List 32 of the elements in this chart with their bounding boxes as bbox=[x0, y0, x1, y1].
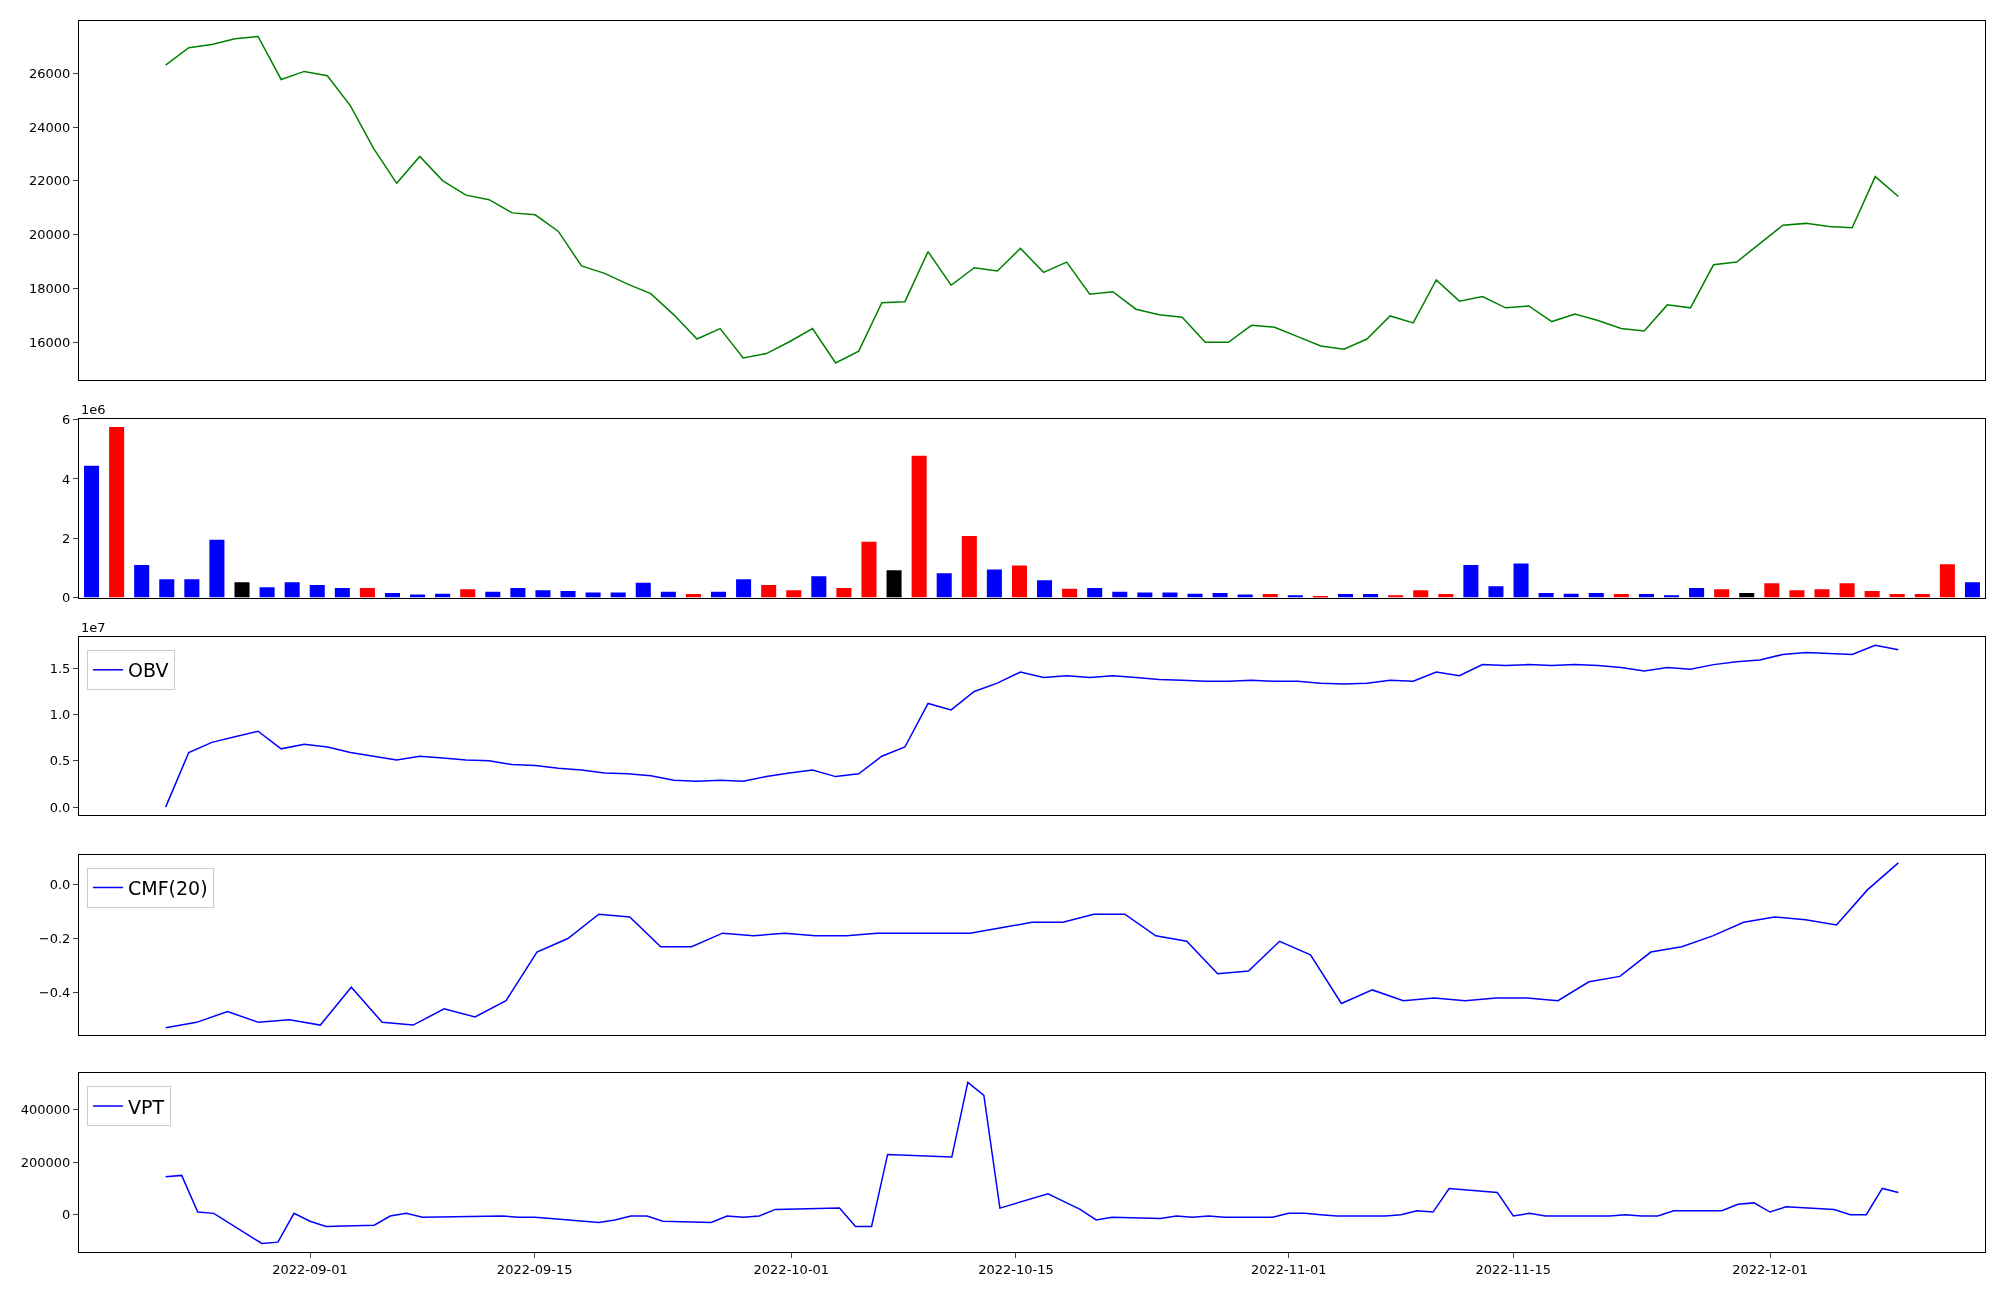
y-tick-label: 0.5 bbox=[49, 753, 71, 769]
x-tick-label: 2022-09-01 bbox=[272, 1262, 348, 1278]
y-tick-label: 1.5 bbox=[49, 660, 71, 676]
y-tick-label: 26000 bbox=[29, 65, 71, 81]
text: 1e7 bbox=[81, 620, 106, 635]
y-tick-label: 24000 bbox=[29, 119, 71, 135]
y-tick-label: 0 bbox=[62, 1207, 71, 1223]
y-tick-label: 400000 bbox=[20, 1102, 71, 1118]
x-tick-label: 2022-11-15 bbox=[1475, 1262, 1552, 1278]
x-tick-label: 2022-10-01 bbox=[753, 1262, 830, 1278]
y-tick-label: 1.0 bbox=[49, 707, 71, 723]
y-tick-label: 4 bbox=[62, 471, 71, 487]
y-tick-label: 0 bbox=[62, 590, 71, 606]
x-tick-label: 2022-09-15 bbox=[496, 1262, 573, 1278]
y-tick-label: 20000 bbox=[29, 227, 71, 243]
y-tick-label: 200000 bbox=[20, 1154, 71, 1170]
y-tick-label: 0.0 bbox=[49, 877, 71, 893]
y-tick-label: 2 bbox=[62, 530, 71, 546]
y-tick-label: −0.2 bbox=[38, 931, 71, 947]
legend-label: OBV bbox=[128, 659, 169, 682]
y-tick-label: 6 bbox=[62, 412, 71, 428]
text: 1e6 bbox=[81, 402, 106, 417]
x-tick-label: 2022-11-01 bbox=[1250, 1262, 1327, 1278]
x-tick-label: 2022-12-01 bbox=[1732, 1262, 1808, 1278]
y-tick-label: 18000 bbox=[29, 281, 71, 297]
legend-label: VPT bbox=[128, 1095, 165, 1118]
y-tick-label: 0.0 bbox=[49, 799, 71, 815]
y-tick-label: 16000 bbox=[29, 334, 71, 350]
legend-label: CMF(20) bbox=[128, 876, 208, 899]
x-tick-label: 2022-10-15 bbox=[978, 1262, 1054, 1278]
y-tick-label: 22000 bbox=[29, 173, 71, 189]
y-tick-label: −0.4 bbox=[38, 985, 71, 1001]
